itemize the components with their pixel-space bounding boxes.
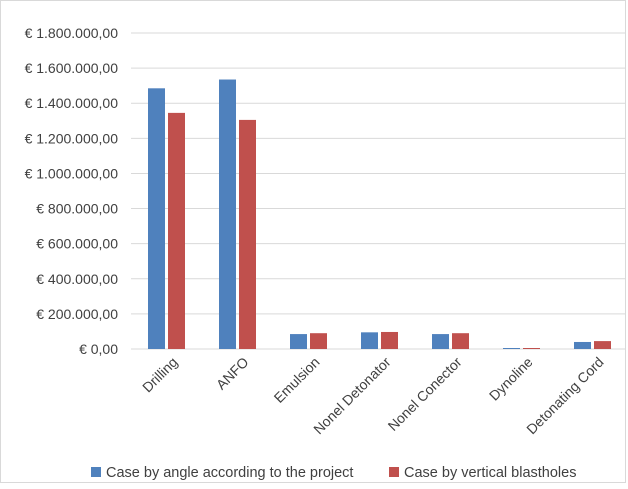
- y-tick-label: € 1.600.000,00: [25, 60, 119, 76]
- bar-angle-nonel-detonator: [361, 332, 378, 349]
- legend-swatch: [389, 467, 399, 477]
- y-tick-label: € 1.400.000,00: [25, 95, 119, 111]
- bar-vertical-nonel-detonator: [381, 331, 398, 349]
- bar-angle-emulsion: [290, 334, 307, 349]
- bar-angle-drilling: [148, 88, 165, 350]
- bar-vertical-detonating-cord: [594, 341, 611, 349]
- bar-vertical-emulsion: [310, 333, 327, 349]
- x-category-label: Detonating Cord: [523, 354, 606, 437]
- gridlines: [131, 32, 626, 350]
- bar-angle-dynoline: [503, 348, 520, 349]
- bar-angle-nonel-conector: [432, 334, 449, 349]
- legend-swatch: [91, 467, 101, 477]
- bar-vertical-anfo: [239, 119, 256, 350]
- y-tick-label: € 1.200.000,00: [25, 130, 119, 146]
- bar-vertical-dynoline: [523, 348, 540, 349]
- legend-label: Case by angle according to the project: [106, 465, 353, 481]
- x-category-label: Dynoline: [486, 354, 536, 404]
- y-tick-label: € 600.000,00: [36, 236, 118, 252]
- bar-angle-anfo: [219, 79, 236, 350]
- y-tick-label: € 200.000,00: [36, 306, 118, 322]
- legend-label: Case by vertical blastholes: [404, 465, 576, 481]
- bar-vertical-drilling: [168, 112, 185, 349]
- bar-vertical-nonel-conector: [452, 333, 469, 349]
- x-category-label: Emulsion: [271, 354, 323, 406]
- legend: Case by angle according to the project Ca…: [91, 465, 576, 481]
- y-tick-label: € 1.000.000,00: [25, 165, 119, 181]
- y-tick-label: € 800.000,00: [36, 201, 118, 217]
- x-category-label: Drilling: [139, 354, 181, 396]
- y-tick-label: € 400.000,00: [36, 271, 118, 287]
- y-tick-label: € 1.800.000,00: [25, 25, 119, 41]
- bar-angle-detonating-cord: [574, 341, 591, 349]
- bars: [148, 79, 611, 350]
- x-category-label: Nonel Conector: [385, 354, 465, 434]
- y-tick-label: € 0,00: [79, 341, 118, 357]
- x-category-label: Nonel Detonator: [310, 354, 394, 438]
- y-axis-tick-labels: € 0,00 € 200.000,00 € 400.000,00 € 600.000,…: [25, 25, 119, 357]
- x-category-label: ANFO: [213, 354, 252, 393]
